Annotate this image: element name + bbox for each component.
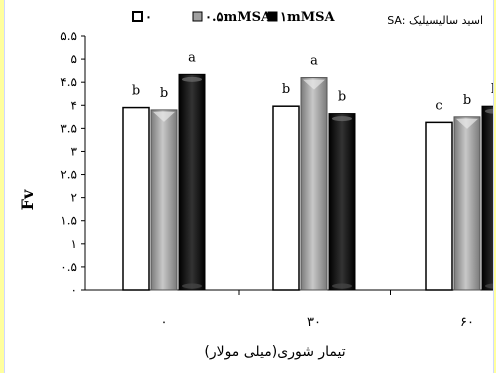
x-tick-label: ۶۰ [460, 315, 474, 330]
y-tick-label: ۰ [71, 283, 77, 297]
significance-letter: b [491, 82, 493, 97]
significance-letter: b [132, 84, 140, 99]
significance-letter: b [160, 86, 168, 101]
x-axis: ۰ ۳۰ ۶۰ [85, 289, 493, 330]
y-axis: ۰ ۰.۵ ۱ ۱.۵ ۲ ۲.۵ ۳ ۳.۵ ۴ ۴.۵ ۵ ۵.۵ [60, 29, 86, 297]
legend-label: ۱mMSA [280, 10, 336, 25]
significance-letter: c [435, 98, 442, 113]
bar-chart: ۰ ۰.۵mMSA ۱mMSA SA: اسید سالیسیلیک ۰ ۰.۵ ۱ ۱.… [18, 10, 493, 360]
y-tick-label: ۴ [71, 98, 77, 112]
significance-letter: b [463, 93, 471, 108]
legend: ۰ ۰.۵mMSA ۱mMSA [132, 10, 336, 25]
legend-swatch [192, 11, 203, 22]
legend-label: ۰ [145, 10, 152, 25]
chart-frame: ۰ ۰.۵mMSA ۱mMSA SA: اسید سالیسیلیک ۰ ۰.۵ ۱ ۱.… [4, 0, 494, 373]
y-tick-label: ۵.۵ [60, 29, 77, 43]
bar-highlight [332, 116, 352, 122]
significance-letter: b [338, 90, 346, 105]
y-tick-label: ۱ [71, 237, 77, 251]
annotations: b b c b a b a b b [132, 50, 493, 113]
bar-highlight [153, 111, 175, 122]
significance-letter: a [310, 54, 318, 69]
y-axis-label: Fv [18, 189, 37, 210]
significance-letter: b [282, 82, 290, 97]
x-tick-label: ۳۰ [307, 315, 321, 330]
y-tick-label: ۳ [71, 144, 78, 158]
bar-highlight [332, 283, 352, 289]
y-tick-label: ۲ [71, 191, 77, 205]
legend-swatch [132, 11, 143, 22]
bar [272, 105, 300, 291]
bar-highlight [456, 118, 478, 129]
y-tick-label: ۴.۵ [60, 75, 77, 89]
y-tick-label: ۰.۵ [60, 260, 77, 274]
y-tick-label: ۲.۵ [60, 168, 77, 182]
y-tick-label: ۱.۵ [60, 214, 77, 228]
bar-highlight [182, 76, 202, 82]
bar [425, 121, 453, 291]
bar-highlight [485, 283, 493, 289]
legend-label: ۰.۵mMSA [205, 10, 272, 25]
bar [453, 116, 481, 291]
legend-swatch [267, 11, 278, 22]
x-axis-label: تیمار شوری(میلی مولار) [204, 344, 345, 360]
bar [122, 106, 150, 291]
bar [328, 113, 356, 291]
bar-highlight [303, 79, 325, 90]
bar [300, 77, 328, 291]
bar [481, 105, 493, 291]
bar-highlight [182, 283, 202, 289]
significance-letter: a [188, 50, 196, 65]
legend-note: SA: اسید سالیسیلیک [387, 14, 483, 27]
y-tick-label: ۳.۵ [60, 121, 77, 135]
bar-highlight [485, 108, 493, 114]
bar [150, 109, 178, 291]
bar [178, 73, 206, 291]
y-tick-label: ۵ [71, 52, 77, 66]
bars [122, 73, 493, 291]
x-tick-label: ۰ [161, 315, 168, 330]
